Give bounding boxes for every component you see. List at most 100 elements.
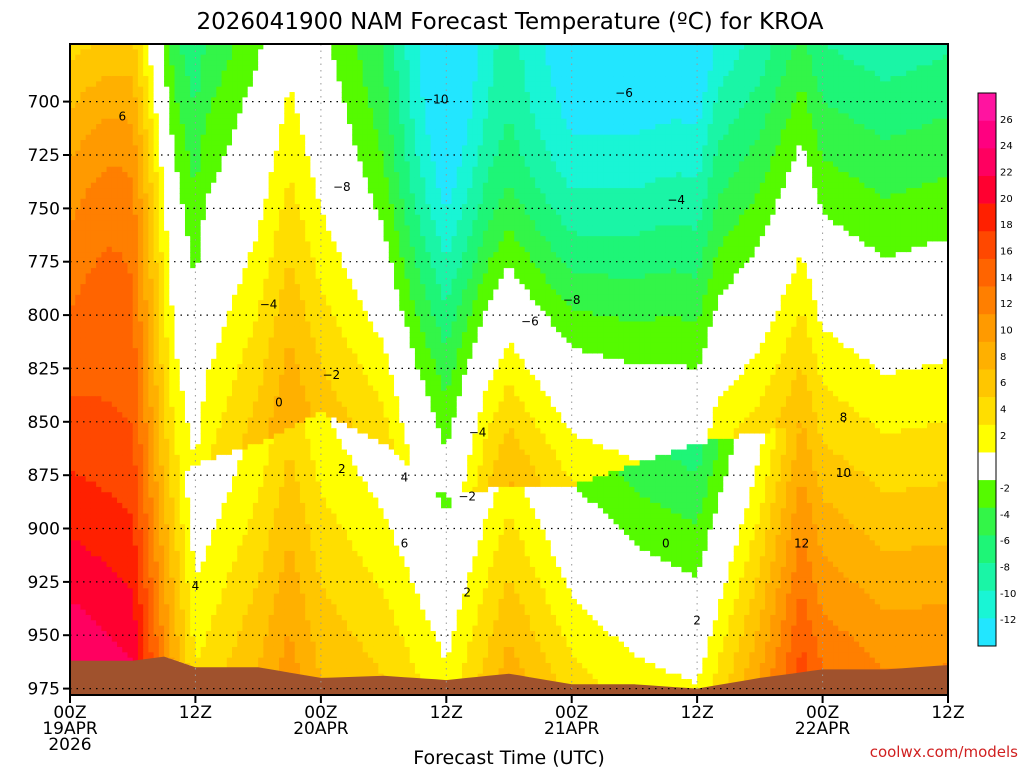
- temperature-cell-1197: [122, 241, 128, 247]
- temperature-cell-988: [112, 364, 118, 370]
- temperature-cell-3168: [211, 225, 217, 231]
- temperature-cell-3611: [232, 92, 238, 98]
- temperature-cell-2626: [185, 455, 191, 461]
- temperature-cell-507: [91, 273, 97, 279]
- temperature-cell-4146: [253, 450, 259, 456]
- temperature-cell-3608: [232, 76, 238, 82]
- temperature-cell-4397: [263, 540, 269, 546]
- temperature-cell-630: [96, 311, 102, 317]
- temperature-cell-1445: [133, 327, 139, 333]
- temperature-cell-1576: [138, 407, 144, 413]
- temperature-cell-1724: [143, 578, 149, 584]
- temperature-cell-3612: [232, 97, 238, 103]
- temperature-cell-1642: [143, 140, 149, 146]
- temperature-cell-2567: [185, 140, 191, 146]
- temperature-cell-229: [75, 647, 81, 653]
- temperature-cell-4704: [279, 289, 285, 295]
- temperature-cell-2609: [185, 364, 191, 370]
- temperature-cell-451: [86, 594, 92, 600]
- temperature-cell-4199: [258, 108, 264, 114]
- temperature-cell-4705: [279, 295, 285, 301]
- temperature-cell-1110: [117, 396, 123, 402]
- temperature-cell-3150: [211, 129, 217, 135]
- temperature-cell-3869: [242, 220, 248, 226]
- temperature-cell-3425: [222, 348, 228, 354]
- temperature-cell-3924: [242, 514, 248, 520]
- temperature-cell-2489: [180, 343, 186, 349]
- temperature-cell-2130: [164, 279, 170, 285]
- temperature-cell-717: [101, 156, 107, 162]
- temperature-cell-2254: [169, 327, 175, 333]
- temperature-cell-1969: [154, 647, 160, 653]
- temperature-cell-2096: [164, 97, 170, 103]
- temperature-cell-475: [91, 103, 97, 109]
- temperature-cell-1426: [133, 225, 139, 231]
- temperature-cell-4100: [253, 204, 259, 210]
- temperature-cell-3872: [242, 236, 248, 242]
- temperature-cell-3892: [242, 343, 248, 349]
- temperature-cell-4889: [284, 647, 290, 653]
- temperature-cell-291: [80, 359, 86, 365]
- temperature-cell-1186: [122, 183, 128, 189]
- temperature-cell-358: [86, 97, 92, 103]
- temperature-cell-710: [101, 119, 107, 125]
- temperature-cell-4501: [269, 466, 275, 472]
- temperature-cell-960: [112, 215, 118, 221]
- temperature-cell-3418: [222, 311, 228, 317]
- temperature-cell-3239: [211, 604, 217, 610]
- temperature-cell-3397: [222, 199, 228, 205]
- temperature-cell-4452: [269, 204, 275, 210]
- temperature-cell-354: [86, 76, 92, 82]
- temperature-cell-4791: [284, 124, 290, 130]
- temperature-cell-3041: [206, 172, 212, 178]
- temperature-cell-4735: [279, 455, 285, 461]
- temperature-cell-366: [86, 140, 92, 146]
- temperature-cell-3724: [237, 71, 243, 77]
- temperature-cell-3037: [206, 151, 212, 157]
- temperature-cell-4314: [263, 97, 269, 103]
- temperature-cell-519: [91, 337, 97, 343]
- temperature-cell-3540: [227, 337, 233, 343]
- temperature-cell-3717: [232, 658, 238, 664]
- temperature-cell-2745: [190, 466, 196, 472]
- temperature-cell-1561: [138, 327, 144, 333]
- temperature-cell-4955: [290, 370, 296, 376]
- temperature-cell-1280: [127, 65, 133, 71]
- temperature-cell-4258: [258, 423, 264, 429]
- temperature-cell-2289: [169, 514, 175, 520]
- temperature-cell-2071: [159, 578, 165, 584]
- temperature-cell-1082: [117, 247, 123, 253]
- temperature-cell-4595: [274, 337, 280, 343]
- temperature-cell-582: [96, 55, 102, 61]
- temperature-cell-432: [86, 492, 92, 498]
- temperature-cell-3241: [211, 615, 217, 621]
- temperature-cell-4942: [290, 300, 296, 306]
- temperature-cell-3949: [242, 647, 248, 653]
- temperature-cell-3912: [242, 450, 248, 456]
- temperature-cell-1235: [122, 444, 128, 450]
- temperature-cell-3697: [232, 551, 238, 557]
- temperature-cell-2045: [159, 439, 165, 445]
- temperature-cell-3220: [211, 503, 217, 509]
- temperature-cell-2158: [164, 428, 170, 434]
- temperature-cell-4375: [263, 423, 269, 429]
- temperature-cell-4812: [284, 236, 290, 242]
- temperature-cell-1880: [154, 172, 160, 178]
- temperature-cell-1513: [138, 71, 144, 77]
- temperature-cell-2116: [164, 204, 170, 210]
- temperature-cell-3917: [242, 476, 248, 482]
- temperature-cell-1803: [148, 380, 154, 386]
- temperature-cell-4058: [248, 604, 254, 610]
- temperature-cell-2210: [169, 92, 175, 98]
- temperature-cell-4712: [279, 332, 285, 338]
- temperature-cell-3893: [242, 348, 248, 354]
- temperature-cell-3648: [232, 289, 238, 295]
- temperature-cell-2910: [201, 97, 207, 103]
- temperature-cell-799: [101, 594, 107, 600]
- temperature-cell-3911: [242, 444, 248, 450]
- temperature-cell-4118: [253, 300, 259, 306]
- temperature-cell-3626: [232, 172, 238, 178]
- temperature-cell-124: [75, 87, 81, 93]
- temperature-cell-1630: [143, 76, 149, 82]
- temperature-cell-3730: [237, 103, 243, 109]
